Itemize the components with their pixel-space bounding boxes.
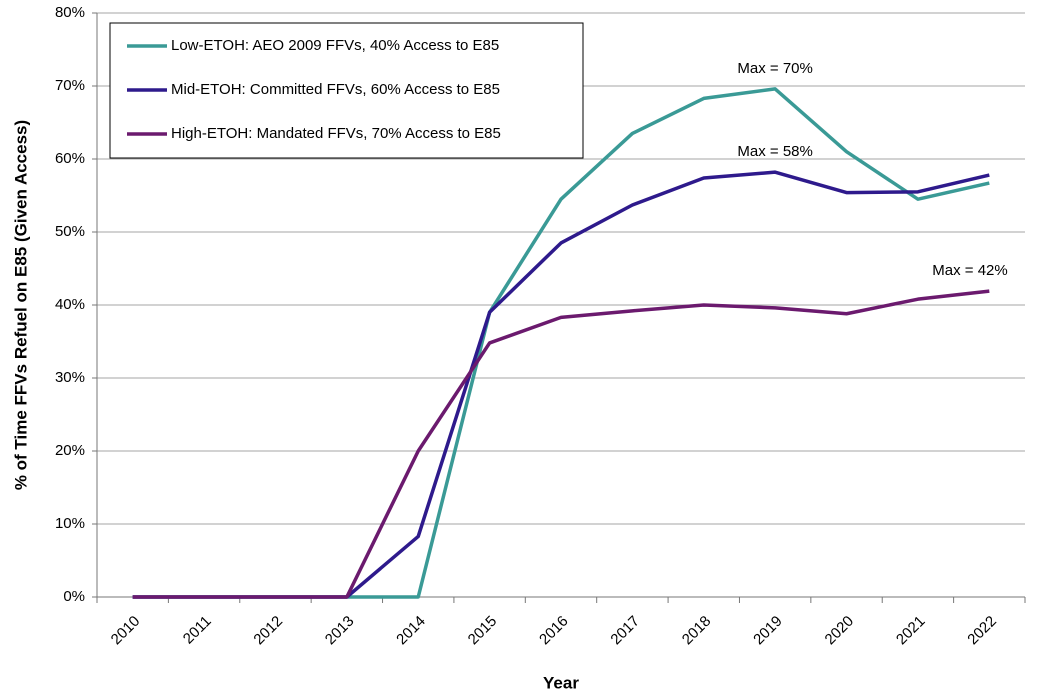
y-tick-label: 70% [55, 77, 85, 94]
x-tick-label: 2019 [750, 613, 786, 649]
y-axis-title: % of Time FFVs Refuel on E85 (Given Acce… [11, 120, 30, 490]
y-tick-label: 40% [55, 296, 85, 313]
x-tick-label: 2014 [393, 613, 429, 649]
y-tick-label: 50% [55, 223, 85, 240]
x-tick-label: 2016 [536, 613, 572, 649]
y-tick-label: 20% [55, 442, 85, 459]
y-tick-label: 0% [63, 588, 85, 605]
series-line [132, 289, 990, 599]
y-tick-label: 30% [55, 369, 85, 386]
x-tick-label: 2012 [250, 613, 286, 649]
legend-label: Mid-ETOH: Committed FFVs, 60% Access to … [171, 81, 500, 98]
legend-box [109, 22, 584, 159]
x-tick-label: 2013 [322, 613, 358, 649]
annotation: Max = 42% [932, 262, 1007, 279]
x-tick-label: 2022 [964, 613, 1000, 649]
x-tick-label: 2020 [822, 613, 858, 649]
y-tick-label: 80% [55, 4, 85, 21]
x-tick-label: 2011 [180, 613, 215, 648]
y-tick-label: 10% [55, 515, 85, 532]
x-tick-label: 2017 [607, 613, 643, 649]
y-tick-label: 60% [55, 150, 85, 167]
x-tick-label: 2015 [465, 613, 501, 649]
series-line [132, 87, 990, 599]
series-line [132, 170, 990, 599]
annotation: Max = 70% [737, 60, 812, 77]
legend-label: Low-ETOH: AEO 2009 FFVs, 40% Access to E… [171, 37, 499, 54]
x-tick-label: 2021 [893, 613, 929, 649]
x-tick-label: 2010 [108, 613, 144, 649]
x-axis-title: Year [543, 673, 579, 692]
legend-label: High-ETOH: Mandated FFVs, 70% Access to … [171, 125, 501, 142]
x-tick-label: 2018 [679, 613, 715, 649]
annotation: Max = 58% [737, 143, 812, 160]
